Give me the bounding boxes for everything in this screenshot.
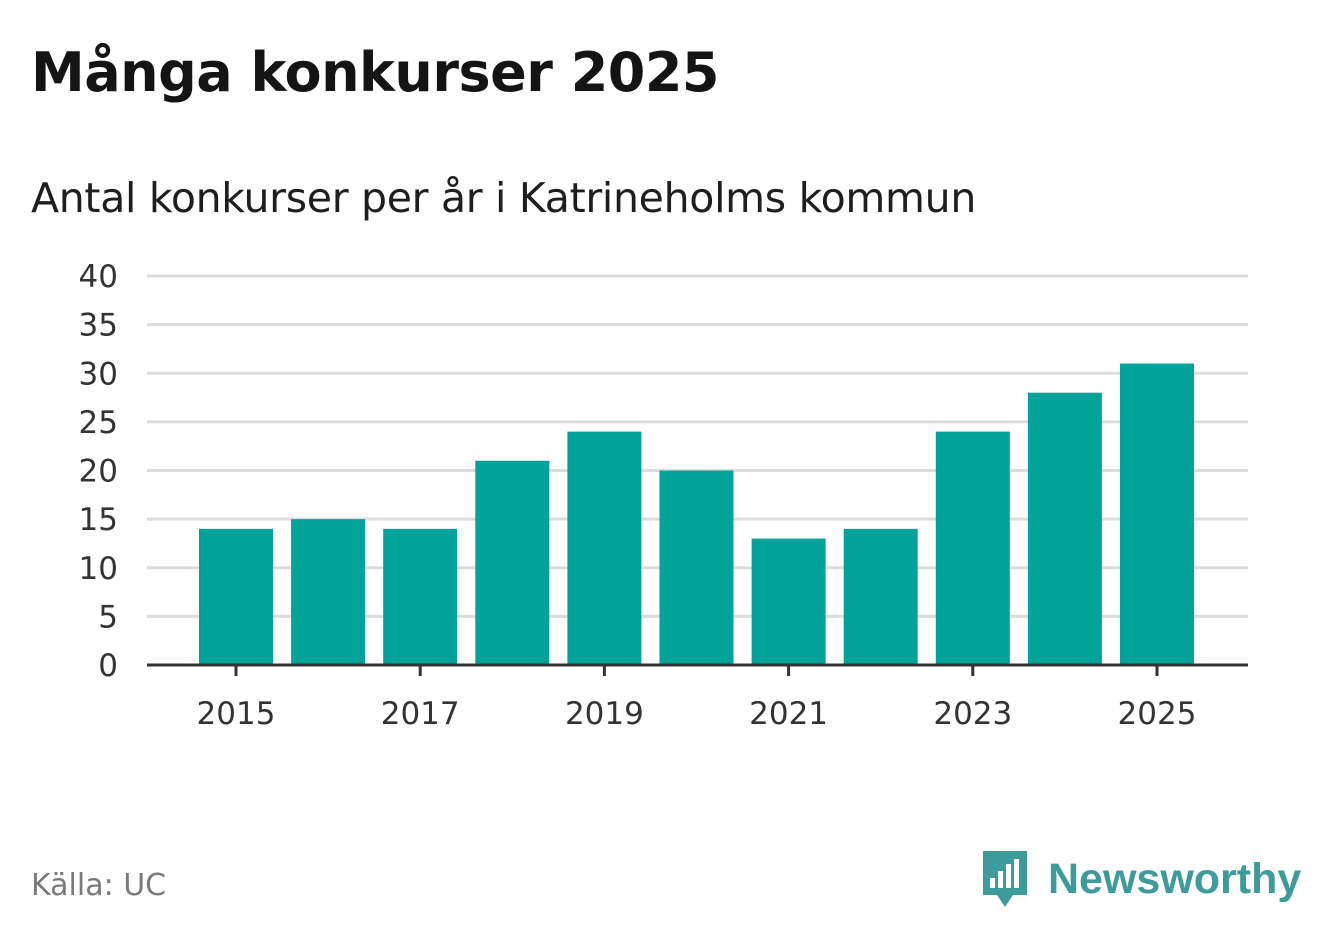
y-tick-label: 5: [98, 599, 118, 635]
newsworthy-logo-icon: [983, 851, 1027, 907]
bar-2021: [751, 538, 826, 665]
brand-name: Newsworthy: [1048, 854, 1302, 903]
y-tick-label: 0: [98, 648, 118, 684]
y-tick-label: 35: [79, 308, 118, 344]
bar-2024: [1027, 392, 1102, 665]
y-tick-label: 20: [79, 454, 118, 490]
bar-2023: [935, 431, 1010, 665]
y-tick-label: 10: [79, 551, 118, 587]
y-tick-label: 15: [79, 502, 118, 538]
bars: [199, 363, 1194, 665]
chart-subtitle: Antal konkurser per år i Katrineholms ko…: [31, 174, 977, 222]
source-note: Källa: UC: [31, 868, 167, 903]
x-tick-label: 2019: [565, 696, 644, 732]
newsworthy-logo: Newsworthy: [980, 848, 1301, 910]
x-tick-label: 2025: [1118, 696, 1197, 732]
bar-2015: [199, 528, 273, 665]
x-tick-label: 2015: [197, 696, 276, 732]
bar-2018: [475, 460, 550, 665]
bar-2019: [567, 431, 642, 665]
x-axis-tick-labels: 2015 2017 2019 2021 2023 2025: [197, 696, 1197, 732]
x-axis: [147, 663, 1248, 676]
y-axis-tick-labels: 0 5 10 15 20 25 30 35 40: [79, 259, 118, 684]
x-tick-label: 2023: [933, 696, 1012, 732]
y-tick-label: 25: [79, 405, 118, 441]
bar-2022: [843, 528, 918, 665]
bar-2020: [659, 470, 734, 665]
bar-2016: [291, 519, 366, 665]
x-tick-label: 2017: [381, 696, 460, 732]
bar-2025: [1120, 363, 1194, 665]
y-tick-label: 40: [79, 259, 118, 295]
chart-title: Många konkurser 2025: [31, 41, 720, 104]
y-tick-label: 30: [79, 356, 118, 392]
x-tick-label: 2021: [749, 696, 828, 732]
bar-2017: [383, 528, 458, 665]
